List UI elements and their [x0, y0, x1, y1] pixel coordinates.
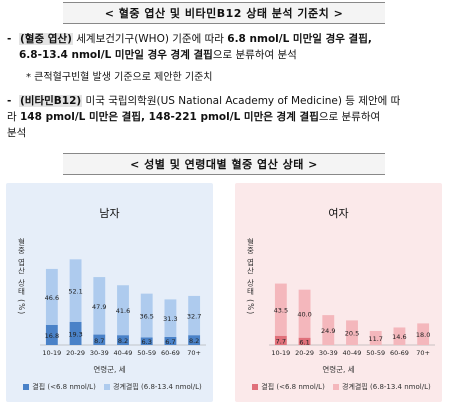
female-chart-svg: 7.7 43.5 10-19 6.1 40.0 20-29 24.9 30-39 20.5 40-…: [269, 283, 435, 357]
x-tick-label: 20-29: [66, 349, 85, 357]
b12-criteria: - (비타민B12) 미국 국립의학원(US National Academy o…: [7, 93, 447, 141]
b12-text-a: 미국 국립의학원(US National Academy of Medicine…: [82, 95, 401, 107]
b12-thresholds: 148 pmol/L 미만은 결핍, 148-221 pmol/L 미만은 경계…: [20, 111, 319, 123]
legend-swatch-deficiency: [252, 384, 259, 390]
female-chart-panel: 여자 혈중 엽산 상태 (%) 7.7 43.5 10-19 6.1 40.0 20-29…: [235, 183, 442, 402]
data-label-borderline: 31.3: [163, 315, 177, 323]
data-label-borderline: 32.7: [187, 313, 201, 321]
x-tick-label: 30-39: [319, 349, 338, 357]
x-tick-label: 50-59: [366, 349, 385, 357]
data-label-borderline: 52.1: [68, 288, 82, 296]
x-tick-label: 40-49: [343, 349, 362, 357]
bar-deficiency: [188, 335, 201, 345]
male-chart-title: 남자: [99, 207, 120, 220]
bar-borderline: [369, 330, 382, 345]
data-label-deficiency: 7.7: [276, 337, 286, 345]
data-label-borderline: 41.6: [116, 307, 130, 315]
folate-tag: (혈중 엽산): [19, 33, 73, 45]
x-tick-label: 70+: [187, 349, 201, 357]
x-tick-label: 50-59: [137, 349, 156, 357]
b12-tag: (비타민B12): [19, 95, 83, 107]
chart-section-title: < 성별 및 연령대별 혈중 엽산 상태 >: [63, 153, 385, 175]
x-tick-label: 60-69: [390, 349, 409, 357]
data-label-borderline: 36.5: [139, 313, 153, 321]
male-y-axis-label: 혈중 엽산 상태 (%): [17, 238, 26, 316]
bar-borderline: [298, 289, 311, 338]
bar-borderline: [417, 323, 430, 345]
bullet: -: [7, 95, 12, 107]
folate-text-c: 으로 분류하여 분석: [212, 49, 297, 61]
bar-deficiency: [140, 337, 153, 345]
legend-swatch-deficiency: [23, 384, 30, 390]
legend-swatch-borderline: [333, 384, 340, 390]
b12-text-b: 라: [7, 111, 20, 123]
folate-text-b: 에 따라: [191, 33, 228, 45]
male-chart-svg: 16.8 46.6 10-19 19.3 52.1 20-29 8.7 47.9 30-39 8.…: [40, 259, 206, 357]
data-label-deficiency: 6.1: [299, 338, 309, 346]
folate-text-a: 세계보건기구(WHO) 기준: [72, 33, 192, 45]
legend-label-deficiency: 결핍 (<6.8 nmol/L): [32, 383, 96, 391]
bar-borderline: [393, 327, 406, 345]
x-tick-label: 10-19: [42, 349, 61, 357]
bullet: -: [7, 33, 12, 45]
bar-borderline: [164, 299, 177, 337]
x-tick-label: 20-29: [295, 349, 314, 357]
folate-borderline: 6.8-13.4 nmol/L 미만일 경우 경계 결핍: [19, 49, 213, 61]
x-tick-label: 60-69: [161, 349, 180, 357]
bar-borderline: [93, 277, 106, 335]
male-chart-panel: 남자 혈중 엽산 상태 (%) 16.8 46.6 10-19 19.3 52.1 20-…: [6, 183, 213, 402]
bar-deficiency: [93, 334, 106, 345]
bar-deficiency: [164, 336, 177, 345]
bar-deficiency: [117, 335, 129, 345]
male-x-axis-label: 연령군, 세: [93, 365, 126, 374]
female-x-axis-label: 연령군, 세: [322, 365, 355, 374]
data-label-deficiency: 16.8: [45, 332, 59, 340]
data-label-deficiency: 8.2: [118, 337, 128, 345]
data-label-borderline: 46.6: [45, 294, 59, 302]
male-legend: 결핍 (<6.8 nmol/L) 경계결핍 (6.8-13.4 nmol/L): [6, 382, 213, 392]
data-label-borderline: 14.6: [392, 333, 406, 341]
x-tick-label: 40-49: [114, 349, 133, 357]
x-tick-label: 30-39: [90, 349, 109, 357]
x-tick-label: 10-19: [271, 349, 290, 357]
female-legend: 결핍 (<6.8 nmol/L) 경계결핍 (6.8-13.4 nmol/L): [235, 382, 442, 392]
data-label-deficiency: 6.7: [165, 338, 175, 346]
bar-borderline: [45, 268, 58, 325]
bar-deficiency: [274, 335, 287, 345]
b12-text-c: 으로 분류하여: [318, 111, 381, 123]
bar-borderline: [346, 320, 358, 345]
bar-deficiency: [298, 337, 311, 345]
data-label-borderline: 20.5: [345, 330, 359, 338]
female-y-axis-label: 혈중 엽산 상태 (%): [246, 238, 255, 316]
data-label-borderline: 47.9: [92, 303, 106, 311]
bar-borderline: [188, 295, 201, 336]
data-label-borderline: 40.0: [297, 311, 311, 319]
data-label-deficiency: 19.3: [68, 330, 82, 338]
criteria-title: < 혈중 엽산 및 비타민B12 상태 분석 기준치 >: [63, 2, 385, 24]
b12-text-d: 분석: [7, 127, 27, 139]
legend-label-borderline: 경계결핍 (6.8-13.4 nmol/L): [113, 383, 202, 391]
legend-label-deficiency: 결핍 (<6.8 nmol/L): [261, 383, 325, 391]
legend-label-borderline: 경계결핍 (6.8-13.4 nmol/L): [342, 383, 431, 391]
bar-borderline: [274, 283, 287, 336]
bar-deficiency: [69, 321, 82, 345]
data-label-deficiency: 8.2: [189, 337, 199, 345]
legend-swatch-borderline: [104, 384, 111, 390]
bar-borderline: [140, 293, 153, 338]
female-chart-title: 여자: [328, 207, 349, 220]
data-label-borderline: 11.7: [368, 335, 382, 343]
bar-deficiency: [45, 324, 58, 345]
folate-criteria: - (혈중 엽산) 세계보건기구(WHO) 기준에 따라 6.8 nmol/L 미…: [7, 31, 447, 63]
data-label-borderline: 43.5: [274, 307, 288, 315]
bar-borderline: [69, 259, 82, 322]
bar-borderline: [117, 285, 129, 336]
data-label-deficiency: 6.3: [142, 338, 152, 346]
data-label-borderline: 24.9: [321, 327, 335, 335]
data-label-deficiency: 8.7: [94, 337, 104, 345]
folate-footnote: * 큰적혈구빈혈 발생 기준으로 제안한 기준치: [26, 72, 213, 83]
x-tick-label: 70+: [416, 349, 430, 357]
folate-deficiency: 6.8 nmol/L 미만일 경우 결핍,: [227, 33, 372, 45]
bar-borderline: [322, 315, 335, 345]
data-label-borderline: 18.0: [416, 331, 430, 339]
